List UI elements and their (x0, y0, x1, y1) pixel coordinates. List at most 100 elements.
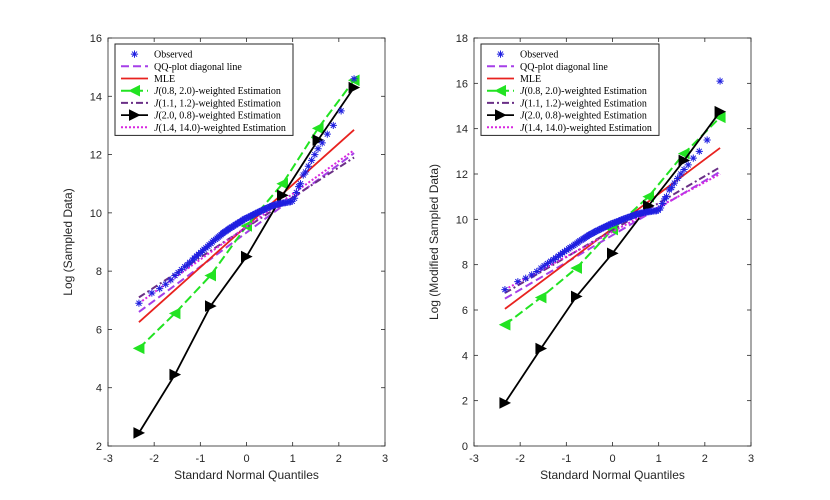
y-tick-label: 14 (90, 91, 102, 103)
observed-point (537, 264, 545, 272)
observed-point (318, 139, 326, 147)
observed-point (156, 285, 164, 293)
legend-label: Observed (520, 50, 558, 61)
y-tick-label: 8 (462, 260, 468, 272)
observed-point (528, 271, 536, 279)
observed-point (568, 242, 576, 251)
observed-point (658, 199, 666, 208)
data-layer (498, 77, 727, 409)
series-marker-j-0-8-2-0-weighted-estimation (498, 318, 511, 331)
observed-point (695, 147, 703, 155)
legend-marker-j-0-8-2-0-weighted-estimation (128, 84, 140, 97)
observed-point (552, 254, 560, 262)
y-axis-label: Log (Modified Sampled Data) (427, 164, 441, 320)
legend-label: QQ-plot diagonal line (520, 62, 608, 73)
y-tick-label: 12 (456, 169, 468, 181)
observed-point (337, 107, 345, 115)
observed-point (673, 174, 682, 183)
x-axis-label: Standard Normal Quantiles (540, 468, 685, 482)
y-tick-label: 6 (462, 305, 468, 317)
series-marker-j-2-0-0-8-weighted-estimation (570, 290, 583, 303)
y-tick-label: 16 (90, 33, 102, 45)
observed-point (295, 183, 303, 191)
legend-marker-j-2-0-0-8-weighted-estimation (129, 109, 141, 121)
y-tick-label: 4 (96, 383, 102, 395)
observed-point (299, 171, 307, 179)
observed-point (258, 206, 266, 215)
x-tick-label: 3 (748, 453, 754, 465)
observed-point (314, 145, 322, 153)
series-marker-j-0-8-2-0-weighted-estimation (642, 190, 655, 203)
y-tick-label: 16 (456, 78, 468, 90)
observed-point (323, 130, 331, 138)
legend-swatch-observed (130, 50, 139, 58)
observed-point (181, 263, 189, 271)
series-marker-j-2-0-0-8-weighted-estimation (204, 300, 217, 312)
legend-label: J(1.1, 1.2)-weighted Estimation (520, 98, 647, 109)
legend-label: Observed (154, 50, 192, 61)
observed-point (261, 205, 270, 213)
observed-point (255, 208, 264, 216)
x-tick-label: -3 (103, 453, 113, 465)
legend-label: J(2.0, 0.8)-weighted Estimation (520, 111, 647, 122)
y-tick-label: 10 (456, 214, 468, 226)
legend-label: J(1.4, 14.0)-weighted Estimation (154, 123, 286, 134)
series-marker-j-0-8-2-0-weighted-estimation (276, 177, 289, 190)
observed-point (304, 162, 312, 170)
observed-point (266, 202, 275, 211)
observed-point (247, 212, 255, 220)
observed-point (514, 278, 522, 286)
observed-point (236, 218, 245, 226)
y-tick-label: 2 (462, 396, 468, 408)
x-tick-label: 1 (656, 453, 662, 465)
x-tick-label: 0 (609, 453, 615, 465)
series-line-j-1-1-1-2-weighted-estimation (138, 156, 355, 299)
observed-point (292, 188, 300, 197)
y-tick-label: 6 (96, 324, 102, 336)
observed-point (269, 201, 277, 210)
series-marker-j-0-8-2-0-weighted-estimation (534, 291, 547, 304)
observed-point (167, 276, 175, 284)
observed-point (252, 209, 260, 218)
series-marker-j-2-0-0-8-weighted-estimation (133, 427, 146, 439)
observed-point (290, 194, 299, 202)
observed-point (662, 193, 671, 201)
observed-point (162, 280, 170, 288)
observed-point (677, 170, 685, 178)
observed-point (703, 136, 711, 144)
observed-point (566, 244, 574, 252)
observed-point (716, 77, 724, 85)
observed-point (547, 257, 555, 265)
data-layer (132, 74, 361, 439)
observed-point (263, 204, 271, 212)
observed-point (576, 237, 584, 245)
observed-point (350, 75, 358, 83)
observed-point (670, 179, 678, 187)
observed-point (148, 289, 156, 297)
observed-point (249, 211, 258, 219)
series-marker-j-2-0-0-8-weighted-estimation (241, 250, 253, 263)
observed-point (171, 271, 179, 280)
y-tick-label: 8 (96, 266, 102, 278)
legend-marker-j-0-8-2-0-weighted-estimation (494, 84, 506, 97)
series-line-j-1-1-1-2-weighted-estimation (504, 166, 721, 294)
observed-point (311, 150, 319, 159)
legend-label: QQ-plot diagonal line (154, 62, 242, 73)
observed-point (177, 266, 186, 274)
observed-point (667, 184, 676, 192)
observed-point (543, 259, 552, 268)
x-tick-label: -2 (149, 453, 159, 465)
y-tick-label: 10 (90, 208, 102, 220)
observed-point (286, 198, 294, 206)
x-tick-label: 3 (382, 453, 388, 465)
observed-point (242, 214, 251, 222)
series-marker-j-0-8-2-0-weighted-estimation (311, 122, 324, 135)
series-marker-j-2-0-0-8-weighted-estimation (169, 368, 182, 381)
y-tick-label: 2 (96, 441, 102, 453)
legend-label: MLE (154, 74, 175, 85)
observed-point (533, 267, 541, 276)
